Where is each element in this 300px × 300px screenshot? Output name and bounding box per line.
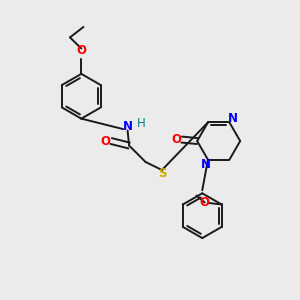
Text: H: H [136,117,145,130]
Text: O: O [76,44,86,57]
Text: O: O [200,196,210,209]
Text: N: N [200,158,211,171]
Text: S: S [158,167,166,180]
Text: O: O [171,133,181,146]
Text: N: N [227,112,237,125]
Text: O: O [101,134,111,148]
Text: N: N [123,120,133,133]
